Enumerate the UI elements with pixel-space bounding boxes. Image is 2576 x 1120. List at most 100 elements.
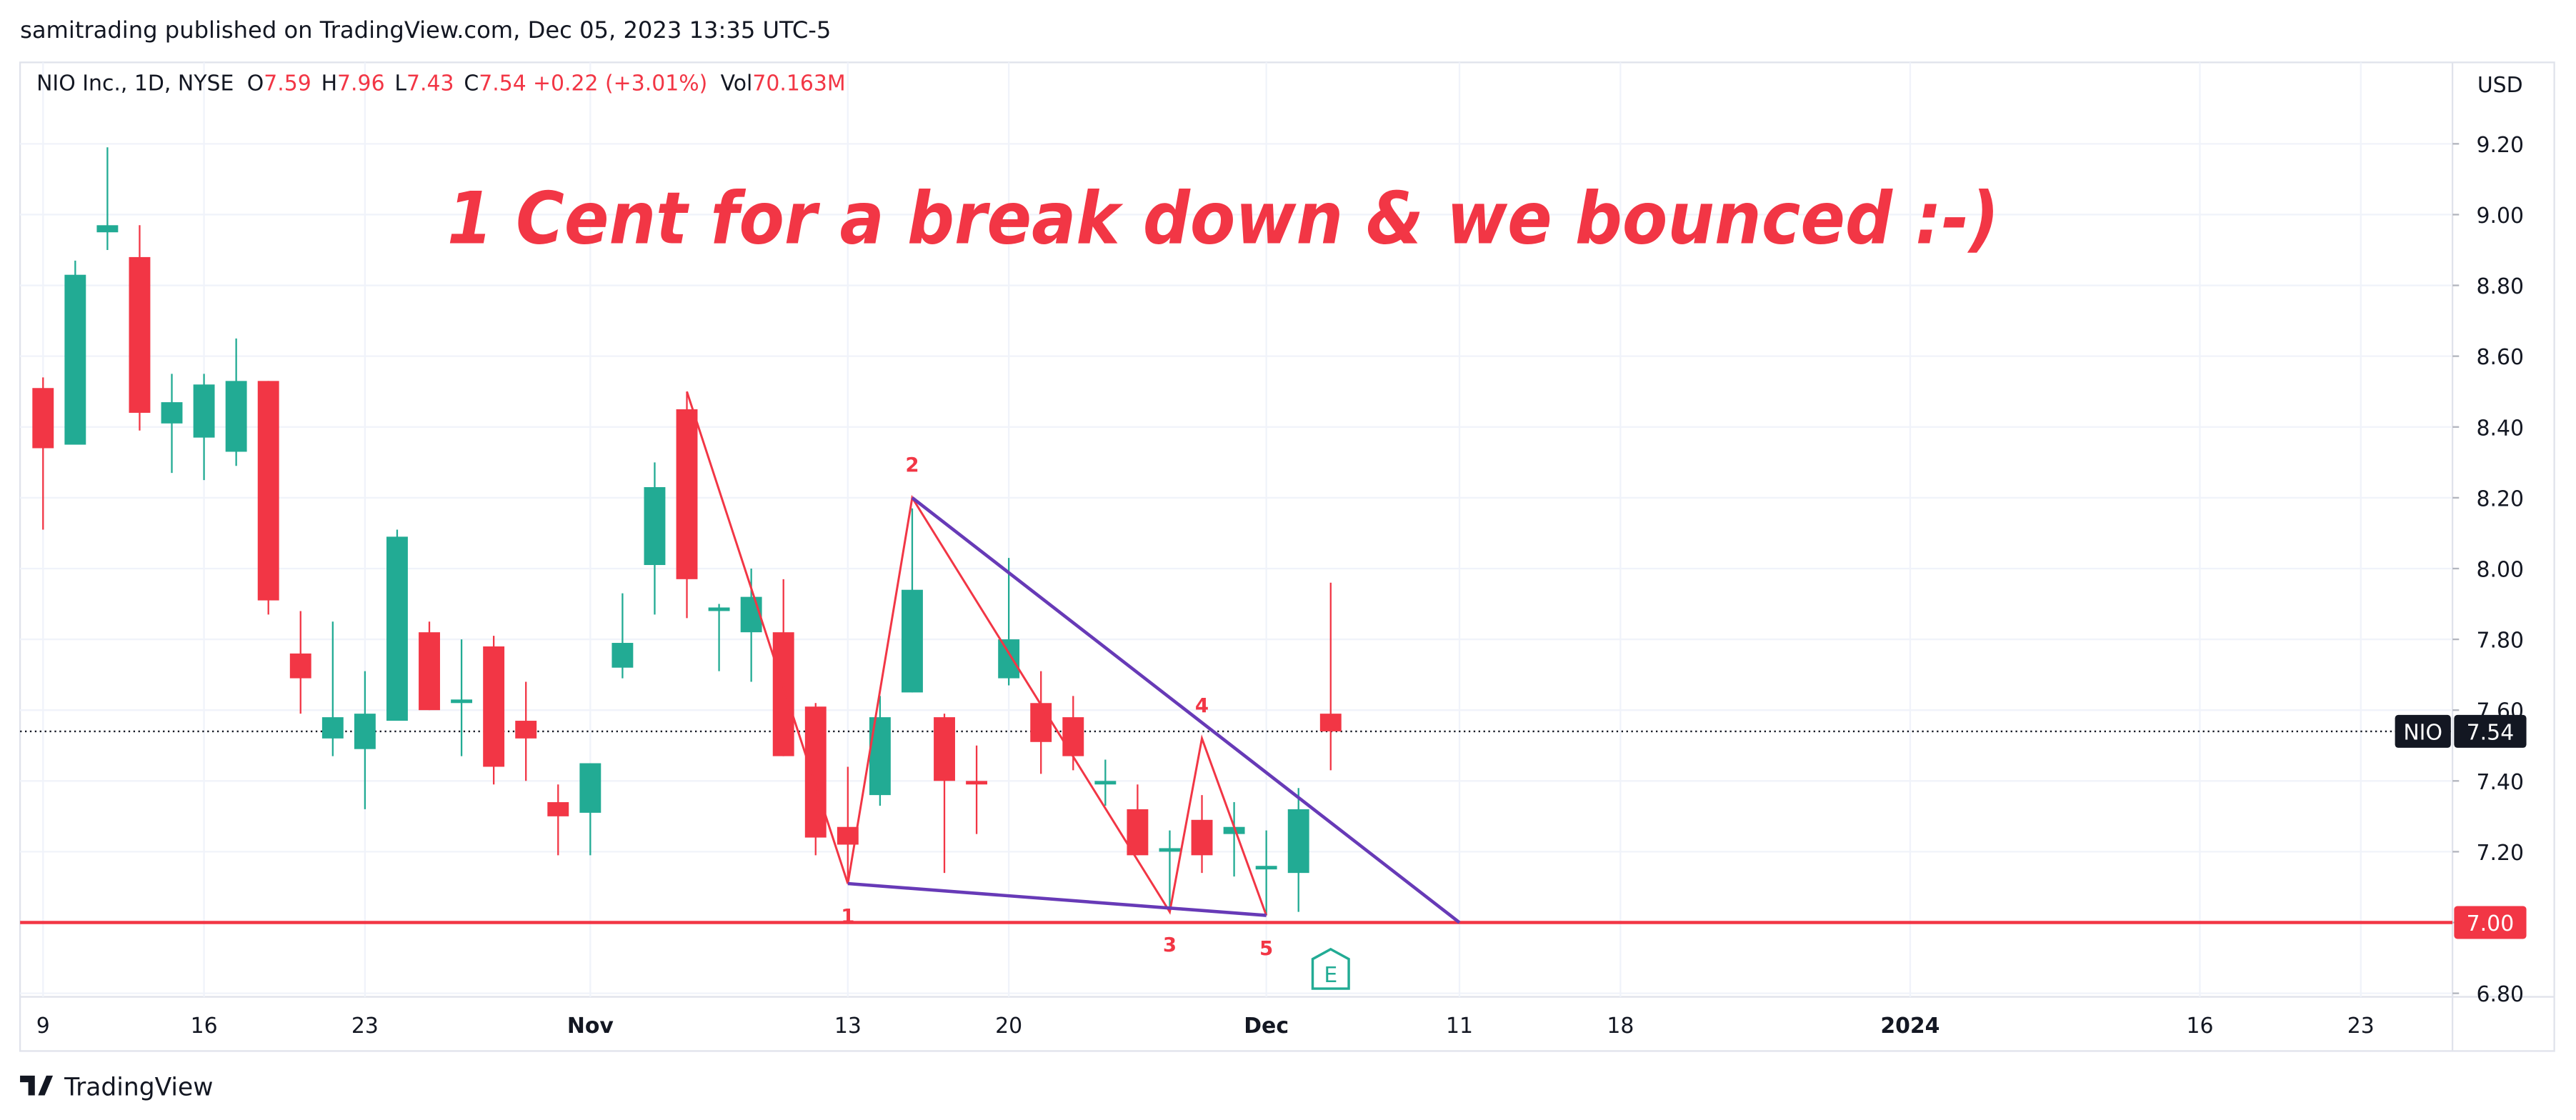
- x-tick-label: 13: [834, 1014, 862, 1039]
- candle-body: [1094, 781, 1117, 785]
- candle-body: [740, 596, 762, 633]
- candle-body: [998, 639, 1020, 679]
- y-tick-label: 8.00: [2476, 557, 2524, 582]
- ohlc-legend: NIO Inc., 1D, NYSE O7.59 H7.96 L7.43 C7.54 +0…: [36, 71, 846, 96]
- earnings-event: E: [1311, 947, 1350, 990]
- y-tick-label: 7.20: [2476, 841, 2524, 866]
- candle-body: [676, 409, 698, 579]
- candle-body: [1287, 809, 1309, 874]
- legend-symbol: NIO Inc., 1D, NYSE: [36, 71, 234, 96]
- price-line-label-box: [2454, 906, 2527, 939]
- publish-header: samitrading published on TradingView.com…: [20, 16, 831, 44]
- y-tick-label: 8.80: [2476, 274, 2524, 299]
- candle-body: [579, 763, 601, 813]
- y-tick-label: 9.20: [2476, 133, 2524, 158]
- x-tick-label: 9: [36, 1014, 50, 1039]
- grid: [20, 62, 2453, 997]
- x-tick-label: 18: [1607, 1014, 1634, 1039]
- last-price-symbol-box: [2395, 714, 2451, 748]
- y-tick-label: 9.00: [2476, 204, 2524, 229]
- point-label: 2: [905, 453, 919, 476]
- event-label: E: [1324, 963, 1337, 988]
- legend-field-value: 7.59: [264, 71, 311, 96]
- candle-body: [611, 643, 634, 668]
- candle-body: [902, 589, 923, 693]
- candle-body: [1191, 819, 1213, 856]
- legend-volume: 70.163M: [752, 71, 845, 96]
- y-tick-label: 8.20: [2476, 486, 2524, 511]
- x-tick-label: 16: [191, 1014, 218, 1039]
- candle-body: [161, 402, 183, 424]
- y-tick-label: 6.80: [2476, 982, 2524, 1007]
- candle-body: [257, 381, 279, 601]
- legend-field-label: L: [394, 71, 406, 96]
- currency: USD: [2477, 73, 2523, 98]
- y-tick-label: 8.40: [2476, 416, 2524, 441]
- candle-body: [225, 381, 247, 452]
- last-price-label: 7.54: [2467, 720, 2515, 745]
- x-tick-label: 23: [2347, 1014, 2375, 1039]
- candle-body: [193, 384, 215, 438]
- candle-body: [772, 632, 794, 756]
- candle-body: [934, 717, 955, 781]
- legend-field-value: 7.96: [337, 71, 385, 96]
- x-tick-label: 23: [351, 1014, 379, 1039]
- x-tick-label: Nov: [567, 1014, 614, 1039]
- last-price-box: [2454, 714, 2527, 748]
- zigzag-line: [686, 391, 1268, 916]
- plot-area: 1 2 3 4 5 E: [20, 147, 2453, 990]
- y-tick-label: 8.60: [2476, 345, 2524, 370]
- x-tick-label: 16: [2186, 1014, 2213, 1039]
- candle-body: [64, 274, 86, 445]
- candle-body: [1062, 717, 1084, 756]
- chart-frame: [19, 61, 2555, 1052]
- event-badge: [1311, 947, 1350, 990]
- candle-body: [1159, 848, 1181, 852]
- footer-brand: TradingView: [64, 1074, 213, 1102]
- trend-line: [911, 496, 1461, 924]
- point-label: 1: [841, 904, 854, 928]
- candle-body: [1319, 714, 1342, 731]
- y-tick-label: 7.80: [2476, 629, 2524, 654]
- candle-body: [1255, 866, 1277, 870]
- candle-body: [321, 717, 344, 739]
- last-price-symbol: NIO: [2403, 720, 2442, 745]
- legend-change: +0.22 (+3.01%): [533, 71, 707, 96]
- candle-body: [1223, 826, 1245, 834]
- candle-body: [354, 714, 376, 749]
- y-tick-label: 7.40: [2476, 770, 2524, 795]
- point-label: 5: [1259, 936, 1273, 960]
- legend-field-value: 7.43: [406, 71, 454, 96]
- legend-field-value: 7.54: [479, 71, 526, 96]
- axes: 6.807.007.207.407.607.808.008.208.408.60…: [36, 133, 2527, 1039]
- candle-body: [644, 487, 666, 566]
- price-line-label: 7.00: [2467, 911, 2515, 936]
- candle-body: [386, 536, 408, 721]
- candle-body: [32, 388, 54, 449]
- legend-volume-label: Vol: [721, 71, 753, 96]
- candle-body: [289, 653, 311, 679]
- candle-body: [96, 225, 119, 233]
- candle-body: [483, 646, 505, 767]
- legend-field-label: C: [464, 71, 479, 96]
- candle-body: [129, 256, 151, 413]
- tradingview-logo: TradingView: [20, 1074, 213, 1102]
- candle-body: [869, 717, 891, 796]
- legend-field-label: H: [321, 71, 337, 96]
- x-tick-label: 20: [995, 1014, 1022, 1039]
- candle-body: [547, 802, 569, 816]
- legend-field-label: O: [247, 71, 264, 96]
- point-label: 3: [1163, 933, 1177, 956]
- candle-body: [451, 699, 473, 704]
- annotation-title: 1 Cent for a break down & we bounced :-): [447, 176, 2000, 260]
- candle-body: [966, 781, 988, 785]
- point-label: 4: [1195, 694, 1209, 717]
- x-tick-label: Dec: [1244, 1014, 1289, 1039]
- candle-body: [515, 721, 537, 739]
- candle-body: [708, 607, 730, 611]
- candle-body: [804, 706, 827, 838]
- candle-body: [1030, 703, 1052, 742]
- x-tick-label: 11: [1446, 1014, 1473, 1039]
